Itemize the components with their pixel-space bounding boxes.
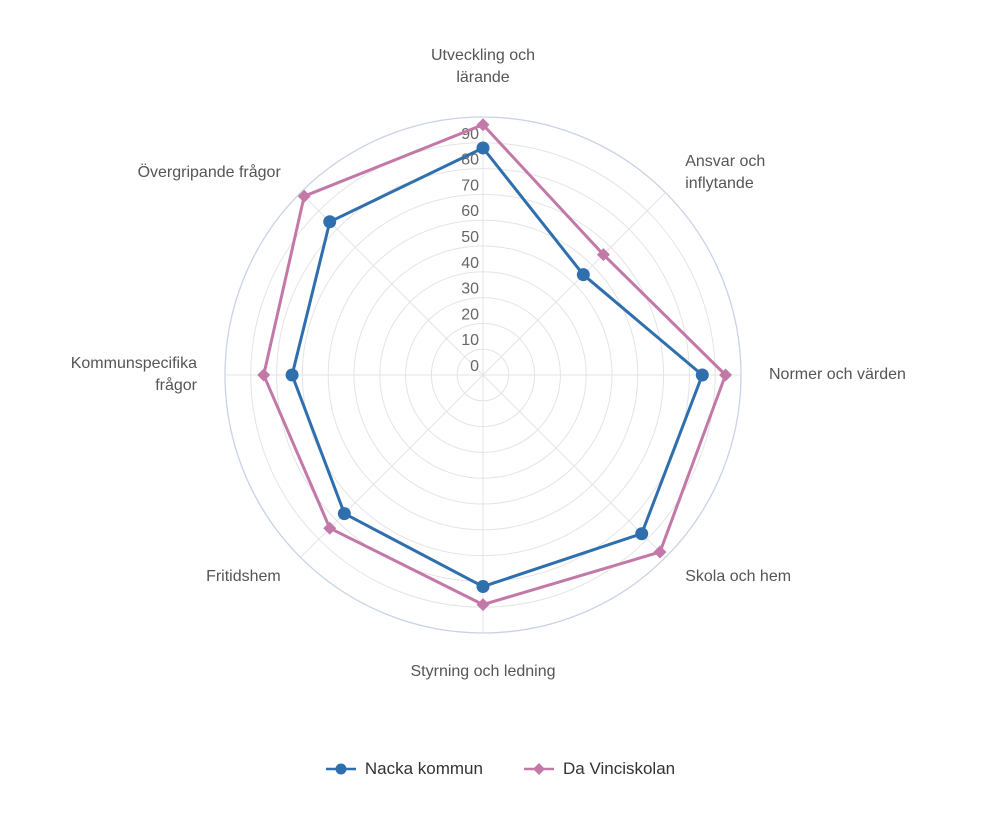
radial-tick-label: 30 bbox=[461, 281, 479, 298]
data-point[interactable] bbox=[476, 118, 490, 132]
data-point[interactable] bbox=[576, 268, 590, 282]
radial-tick-label: 60 bbox=[461, 203, 479, 220]
grid-spoke bbox=[482, 374, 666, 558]
legend-item-nacka-kommun[interactable]: Nacka kommun bbox=[325, 759, 483, 779]
legend-item-da-vinciskolan[interactable]: Da Vinciskolan bbox=[523, 759, 675, 779]
data-point[interactable] bbox=[635, 527, 649, 541]
radial-tick-label: 40 bbox=[461, 255, 479, 272]
radial-tick-label: 20 bbox=[461, 306, 479, 323]
grid-spoke bbox=[482, 192, 666, 376]
legend-label-nacka-kommun: Nacka kommun bbox=[364, 759, 483, 778]
legend: Nacka kommun Da Vinciskolan bbox=[0, 754, 1000, 784]
data-point[interactable] bbox=[257, 368, 271, 382]
data-point[interactable] bbox=[653, 545, 667, 559]
radial-tick-label: 70 bbox=[461, 177, 479, 194]
data-point[interactable] bbox=[337, 507, 351, 521]
data-point[interactable] bbox=[285, 368, 299, 382]
category-label: Styrning och ledning bbox=[411, 663, 556, 680]
category-labels: Utveckling och lärande Ansvar och inflytand… bbox=[71, 47, 906, 680]
category-label: Övergripande frågor bbox=[138, 163, 282, 181]
series-layer bbox=[257, 118, 733, 612]
data-point[interactable] bbox=[323, 521, 337, 535]
category-label: Utveckling och lärande bbox=[431, 47, 535, 86]
legend-marker-diamond-icon bbox=[523, 763, 554, 775]
data-point[interactable] bbox=[695, 368, 709, 382]
radial-tick-label: 50 bbox=[461, 229, 479, 246]
category-label: Ansvar och inflytande bbox=[685, 153, 765, 192]
data-point[interactable] bbox=[297, 189, 311, 203]
radial-tick-label: 0 bbox=[470, 358, 479, 375]
category-label: Skola och hem bbox=[685, 568, 791, 585]
data-point[interactable] bbox=[476, 141, 490, 155]
radar-grid bbox=[224, 116, 742, 634]
series-line bbox=[262, 123, 727, 607]
data-point[interactable] bbox=[596, 248, 610, 262]
category-label: Fritidshem bbox=[206, 568, 281, 585]
data-point[interactable] bbox=[719, 368, 733, 382]
legend-marker-circle-icon bbox=[325, 763, 356, 775]
radial-tick-label: 10 bbox=[461, 332, 479, 349]
data-point[interactable] bbox=[323, 215, 337, 229]
data-point[interactable] bbox=[476, 598, 490, 612]
category-label: Normer och värden bbox=[769, 366, 906, 383]
category-label: Kommunspecifika frågor bbox=[71, 355, 198, 394]
data-point[interactable] bbox=[476, 580, 490, 594]
legend-label-da-vinciskolan: Da Vinciskolan bbox=[562, 759, 676, 778]
